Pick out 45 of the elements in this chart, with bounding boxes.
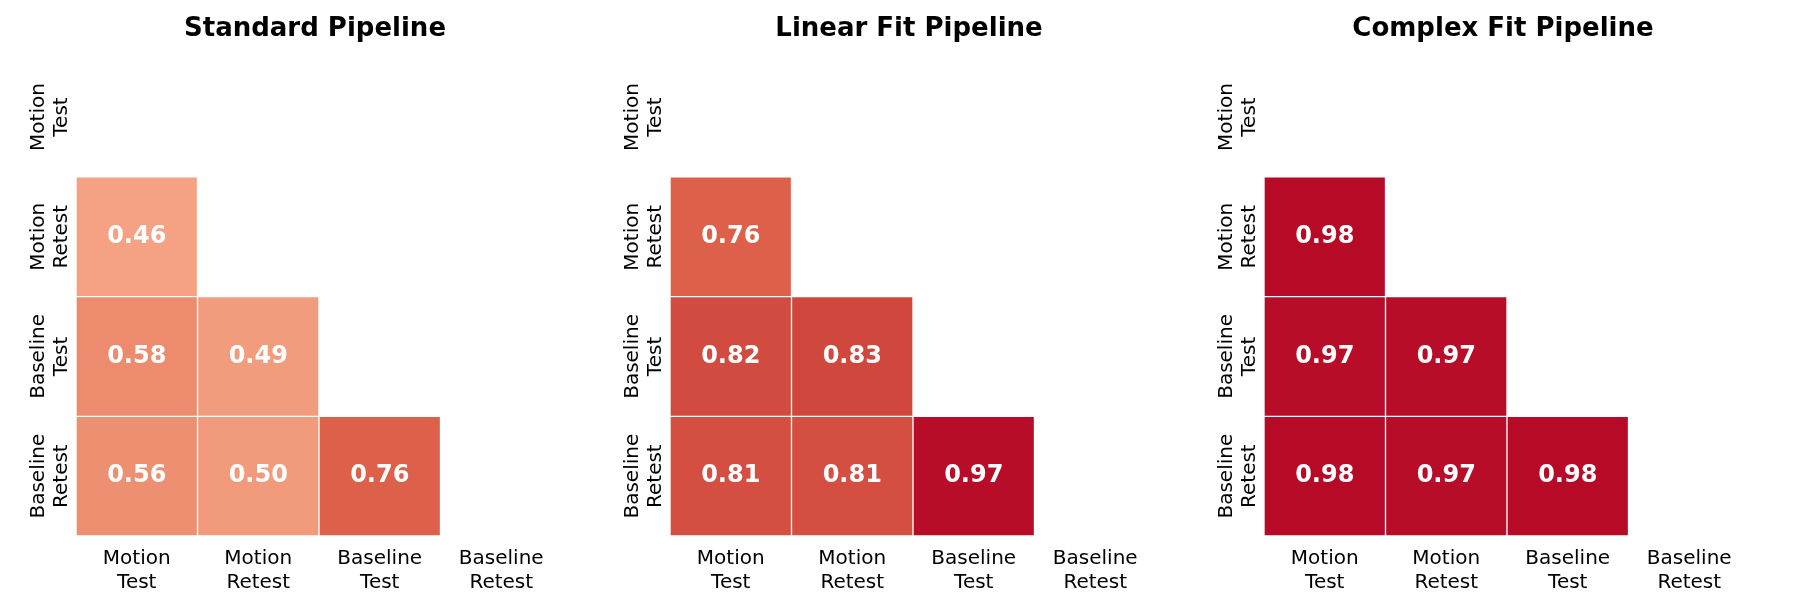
x-tick-label: Motion Test	[1290, 545, 1359, 594]
y-tick-label: Motion Retest	[619, 202, 667, 271]
data-label: 0.97	[944, 460, 1004, 489]
x-tick-label: Baseline Test	[931, 545, 1017, 594]
data-label: 0.81	[701, 460, 761, 489]
x-tick-label: Motion Retest	[224, 545, 293, 594]
data-label: 0.83	[822, 340, 882, 369]
data-label: 0.97	[1295, 340, 1355, 369]
x-tick-label: Motion Test	[102, 545, 171, 594]
y-tick-label: Motion Test	[25, 83, 73, 151]
data-label: 0.98	[1295, 460, 1355, 489]
y-tick-label: Baseline Retest	[25, 433, 73, 519]
chart-title: Standard Pipeline	[183, 12, 447, 43]
data-label: 0.97	[1416, 340, 1476, 369]
x-tick-label: Motion Retest	[818, 545, 887, 594]
data-label: 0.56	[107, 460, 167, 489]
x-tick-label: Motion Retest	[1412, 545, 1481, 594]
data-label: 0.58	[107, 340, 167, 369]
y-tick-label: Baseline Retest	[619, 433, 667, 519]
x-tick-label: Baseline Retest	[1646, 545, 1732, 594]
x-tick-label: Baseline Retest	[1052, 545, 1138, 594]
x-tick-label: Baseline Test	[1525, 545, 1611, 594]
data-label: 0.50	[228, 460, 288, 489]
chart-title: Linear Fit Pipeline	[775, 12, 1043, 43]
data-label: 0.49	[228, 340, 288, 369]
y-tick-label: Baseline Test	[1213, 314, 1261, 399]
x-tick-label: Baseline Test	[337, 545, 423, 594]
data-label: 0.82	[701, 340, 761, 369]
data-label: 0.76	[701, 220, 761, 249]
y-tick-label: Baseline Test	[619, 314, 667, 399]
y-tick-label: Motion Test	[619, 83, 667, 151]
y-tick-label: Motion Test	[1213, 83, 1261, 151]
data-label: 0.98	[1538, 460, 1598, 489]
data-label: 0.81	[822, 460, 882, 489]
y-tick-label: Motion Retest	[1213, 202, 1261, 271]
data-label: 0.76	[350, 460, 410, 489]
data-label: 0.46	[107, 220, 167, 249]
y-tick-label: Baseline Retest	[1213, 433, 1261, 519]
data-label: 0.98	[1295, 220, 1355, 249]
y-tick-label: Baseline Test	[25, 314, 73, 399]
x-tick-label: Motion Test	[696, 545, 765, 594]
chart-title: Complex Fit Pipeline	[1352, 12, 1654, 43]
y-tick-label: Motion Retest	[25, 202, 73, 271]
x-tick-label: Baseline Retest	[458, 545, 544, 594]
data-label: 0.97	[1416, 460, 1476, 489]
